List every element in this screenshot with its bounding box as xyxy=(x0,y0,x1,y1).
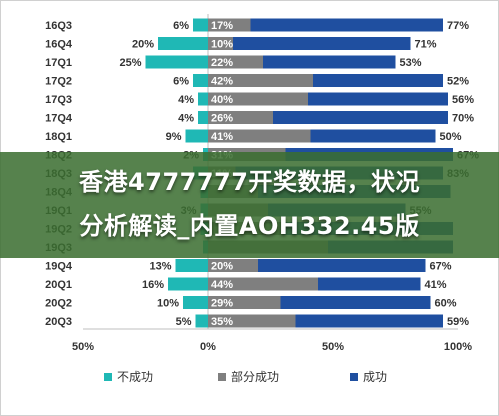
category-label: 20Q1 xyxy=(45,279,72,291)
bar-segment-partial xyxy=(208,55,263,69)
data-label-failed: 10% xyxy=(157,298,179,310)
x-tick-label: 50% xyxy=(72,341,94,353)
data-label-failed: 16% xyxy=(142,279,164,291)
bar-segment-partial xyxy=(208,129,311,143)
bar-segment-partial xyxy=(208,277,318,291)
banner-line-1: 香港4777777开奖数据，状况 xyxy=(79,168,420,196)
data-label-failed: 6% xyxy=(173,76,189,88)
category-label: 17Q3 xyxy=(45,94,72,106)
bar-segment-failed xyxy=(175,259,208,272)
category-label: 17Q2 xyxy=(45,76,72,88)
bar-segment-partial xyxy=(208,296,281,309)
data-label-failed: 4% xyxy=(178,113,194,125)
bar-segment-failed xyxy=(195,314,208,328)
data-label-failed: 20% xyxy=(132,39,154,51)
overlay-banner xyxy=(0,152,499,258)
overlay-banner-text: 香港4777777开奖数据，状况 分析解读_内置AOH332.45版 xyxy=(0,160,499,248)
bar-segment-success xyxy=(273,111,448,124)
bar-segment-failed xyxy=(193,18,208,32)
bar-segment-success xyxy=(295,314,443,328)
legend-label: 成功 xyxy=(363,370,387,384)
x-tick-label: 100% xyxy=(444,341,472,353)
data-label-partial: 41% xyxy=(211,131,233,143)
data-label-success: 59% xyxy=(447,316,469,328)
bar-segment-success xyxy=(250,18,443,32)
legend-swatch xyxy=(218,373,226,381)
data-label-failed: 6% xyxy=(173,20,189,32)
data-label-failed: 4% xyxy=(178,94,194,106)
bar-segment-success xyxy=(263,55,396,69)
bar-segment-success xyxy=(318,277,421,291)
x-tick-label: 50% xyxy=(322,341,344,353)
legend-label: 部分成功 xyxy=(231,369,279,384)
legend-label: 不成功 xyxy=(117,370,153,384)
data-label-failed: 25% xyxy=(119,57,141,69)
data-label-failed: 13% xyxy=(149,261,171,273)
data-label-success: 50% xyxy=(440,131,462,143)
data-label-success: 52% xyxy=(447,76,469,88)
bar-segment-failed xyxy=(168,277,208,291)
data-label-success: 67% xyxy=(430,261,452,273)
data-label-partial: 40% xyxy=(211,94,233,106)
category-label: 19Q4 xyxy=(45,261,73,273)
data-label-success: 71% xyxy=(415,39,437,51)
bar-segment-failed xyxy=(185,129,208,143)
bar-segment-partial xyxy=(208,74,313,87)
data-label-partial: 10% xyxy=(211,39,233,51)
bar-segment-failed xyxy=(198,92,208,106)
bar-segment-success xyxy=(310,129,436,143)
data-label-success: 60% xyxy=(435,298,457,310)
category-label: 16Q3 xyxy=(45,20,72,32)
bar-segment-failed xyxy=(158,37,208,50)
data-label-success: 53% xyxy=(400,57,422,69)
data-label-partial: 44% xyxy=(211,279,233,291)
bar-segment-partial xyxy=(208,92,308,106)
data-label-partial: 42% xyxy=(211,76,233,88)
category-label: 17Q4 xyxy=(45,113,73,125)
category-label: 20Q2 xyxy=(45,298,72,310)
data-label-partial: 29% xyxy=(211,298,233,310)
bar-segment-partial xyxy=(208,18,251,32)
bar-segment-failed xyxy=(145,55,208,69)
bar-segment-failed xyxy=(193,74,208,87)
data-label-partial: 35% xyxy=(211,316,233,328)
data-label-failed: 9% xyxy=(166,131,182,143)
category-label: 20Q3 xyxy=(45,316,72,328)
category-label: 16Q4 xyxy=(45,39,73,51)
data-label-partial: 22% xyxy=(211,57,233,69)
bar-segment-success xyxy=(233,37,411,50)
x-tick-label: 0% xyxy=(200,341,216,353)
bar-segment-success xyxy=(258,259,426,272)
bar-segment-success xyxy=(313,74,443,87)
data-label-success: 56% xyxy=(452,94,474,106)
legend-swatch xyxy=(350,373,358,381)
category-label: 17Q1 xyxy=(45,57,72,69)
bar-segment-success xyxy=(280,296,431,309)
data-label-partial: 26% xyxy=(211,113,233,125)
bar-segment-failed xyxy=(183,296,208,309)
data-label-partial: 17% xyxy=(211,20,233,32)
bar-segment-partial xyxy=(208,37,233,50)
data-label-partial: 20% xyxy=(211,261,233,273)
legend-swatch xyxy=(104,373,112,381)
bar-segment-failed xyxy=(198,111,208,124)
data-label-failed: 5% xyxy=(176,316,192,328)
data-label-success: 77% xyxy=(447,20,469,32)
bar-segment-partial xyxy=(208,314,296,328)
data-label-success: 70% xyxy=(452,113,474,125)
banner-line-2: 分析解读_内置AOH332.45版 xyxy=(79,212,420,240)
bar-segment-partial xyxy=(208,259,258,272)
category-label: 18Q1 xyxy=(45,131,72,143)
data-label-success: 41% xyxy=(425,279,447,291)
bar-segment-partial xyxy=(208,111,273,124)
bar-segment-success xyxy=(308,92,448,106)
